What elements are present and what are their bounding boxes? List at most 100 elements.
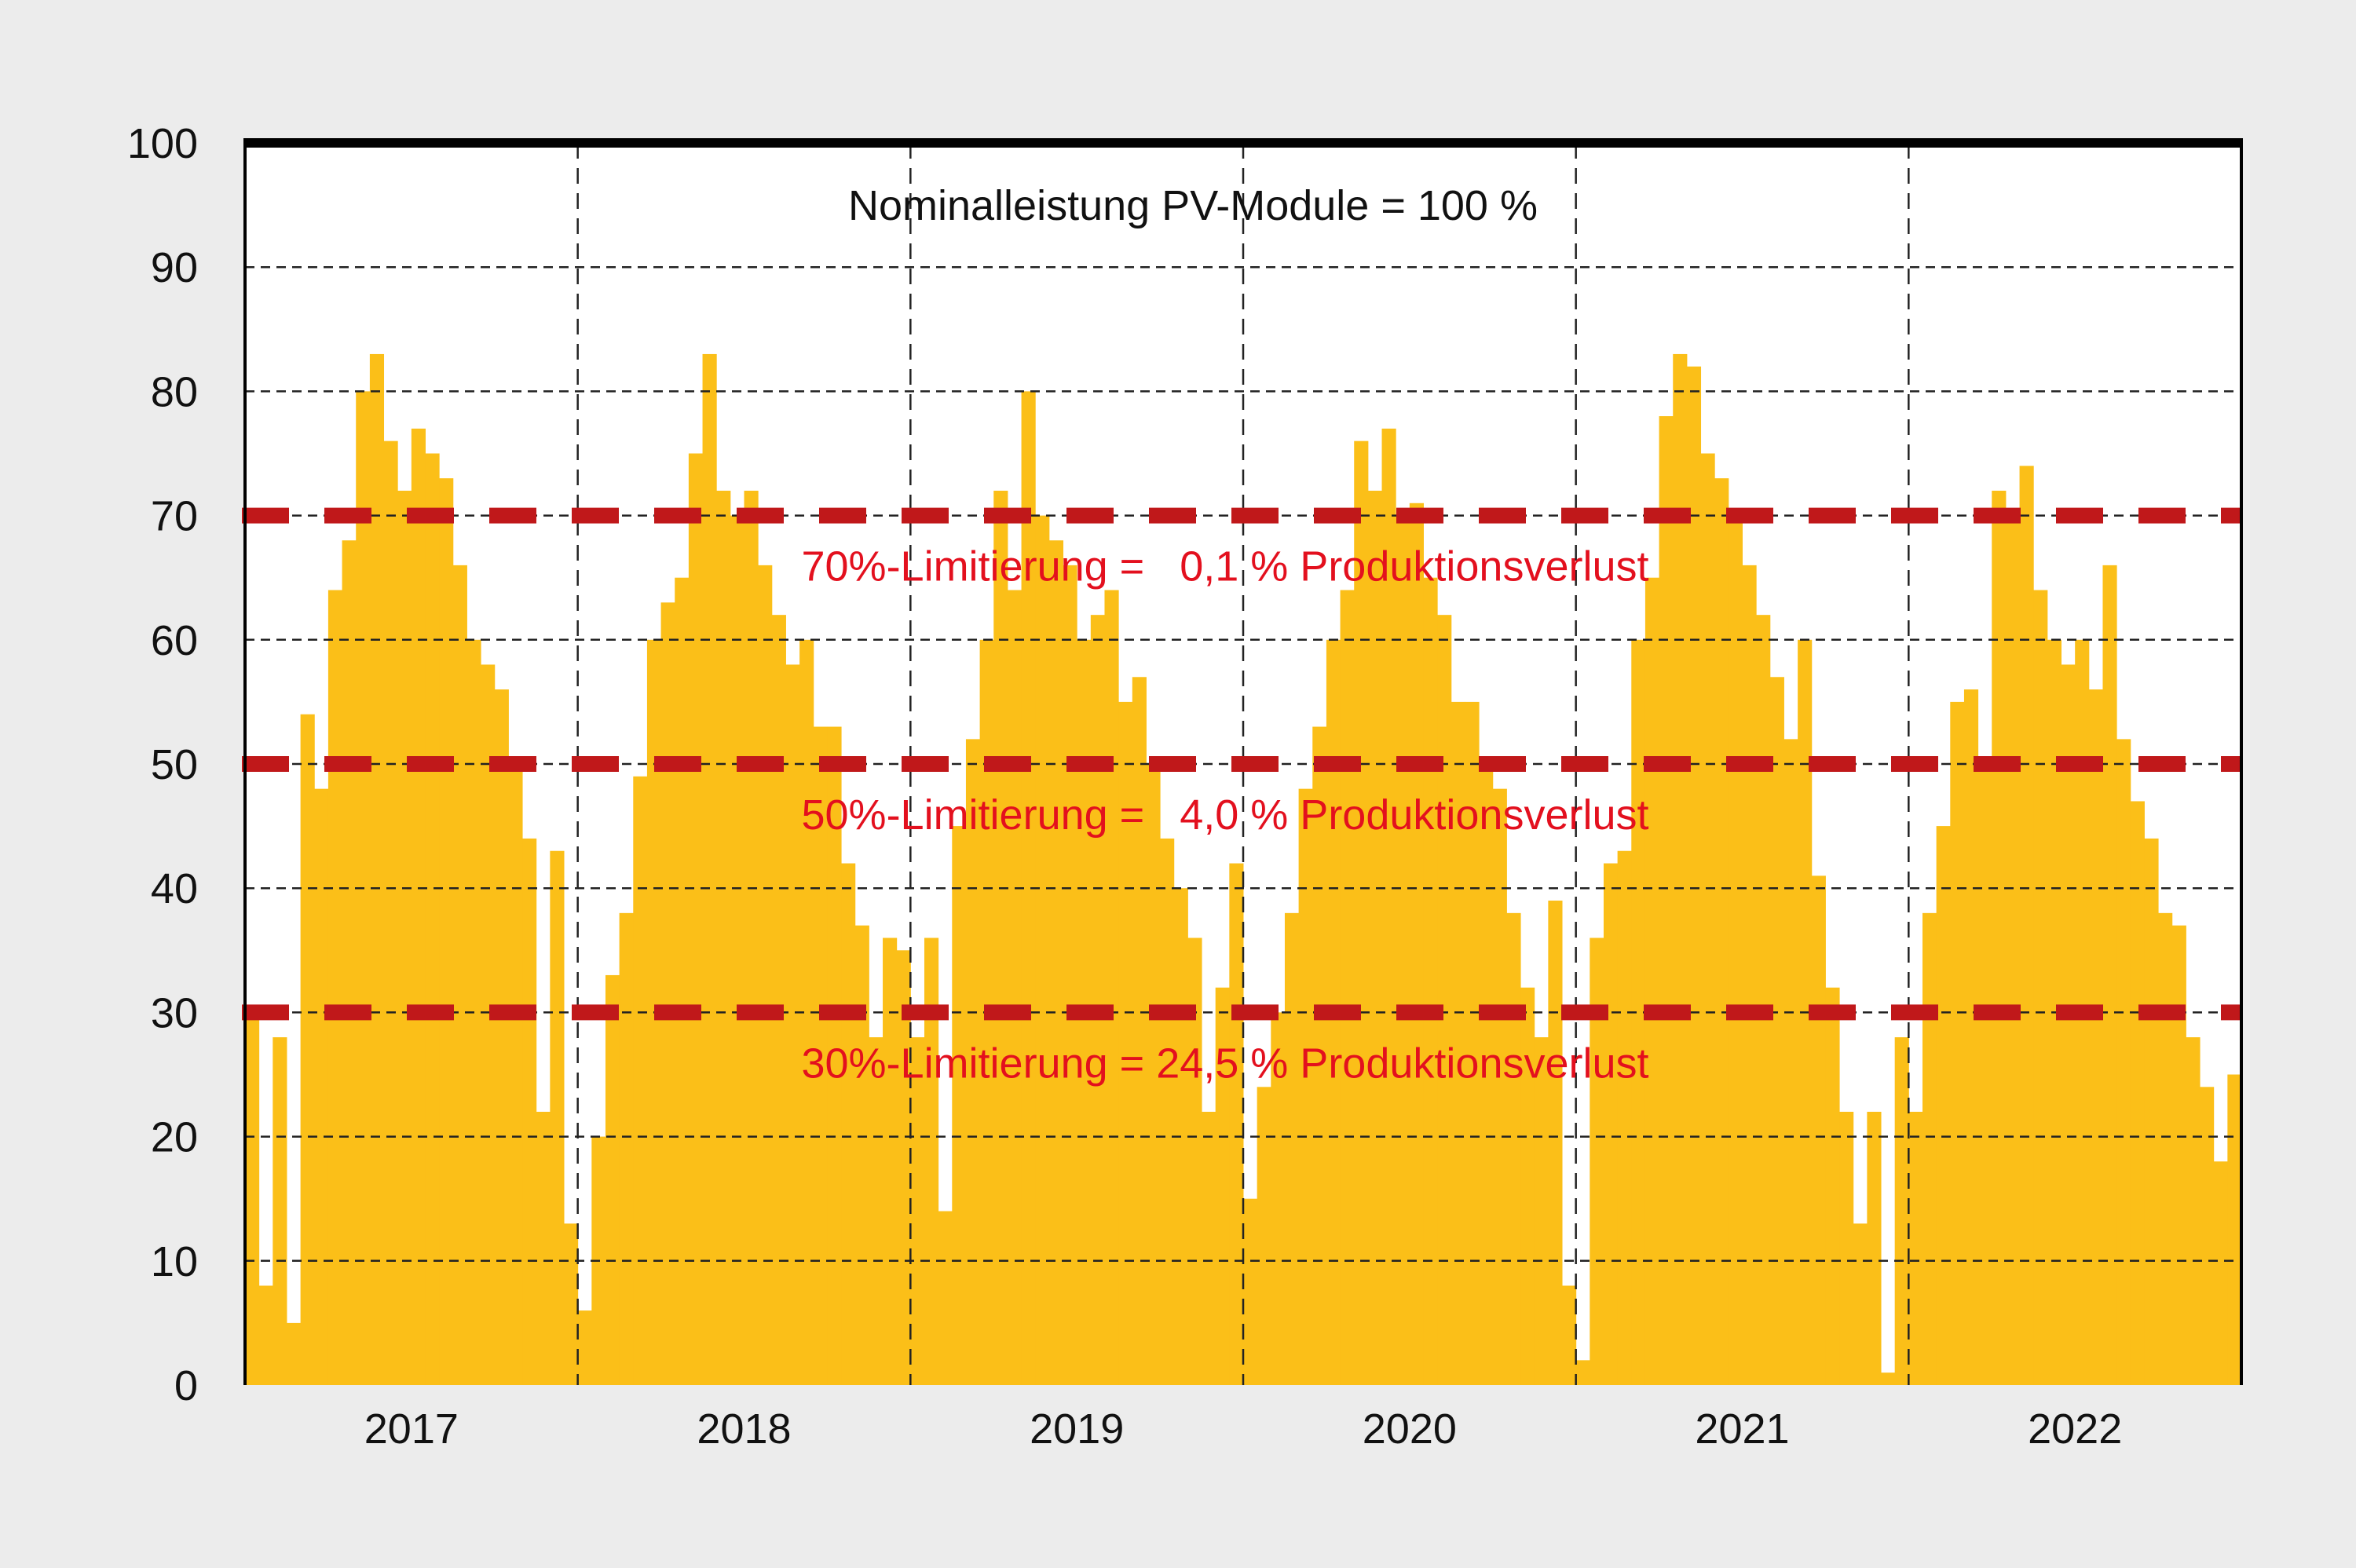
bar-2019-23 xyxy=(1215,987,1230,1385)
chart-title: Nominalleistung PV-Module = 100 % xyxy=(848,182,1538,229)
x-tick-label: 2022 xyxy=(2028,1405,2122,1453)
bar-2022-16 xyxy=(2116,739,2131,1385)
bar-2019-16 xyxy=(1118,701,1133,1385)
bar-2017-5 xyxy=(300,714,315,1385)
bar-2021-18 xyxy=(1811,875,1826,1385)
bar-2018-10 xyxy=(702,353,717,1386)
bar-2017-19 xyxy=(494,689,509,1385)
bar-2022-21 xyxy=(2186,1037,2201,1385)
bar-2018-22 xyxy=(869,1037,884,1385)
bar-2021-12 xyxy=(1728,515,1743,1385)
bar-2019-8 xyxy=(1007,590,1023,1385)
x-tick-label: 2020 xyxy=(1363,1405,1457,1453)
bar-2022-14 xyxy=(2088,689,2103,1385)
bar-2022-9 xyxy=(2019,466,2034,1385)
y-tick-label: 20 xyxy=(151,1114,198,1161)
bar-2021-23 xyxy=(1881,1372,1896,1385)
bar-2018-17 xyxy=(799,639,814,1385)
bar-2017-11 xyxy=(383,440,398,1386)
bar-2020-11 xyxy=(1381,428,1396,1385)
bar-2019-1 xyxy=(910,1037,925,1385)
limit-label-70: 70%-Limitierung = 0,1 % Produktionsverlu… xyxy=(801,543,1648,590)
bar-2019-12 xyxy=(1063,565,1077,1385)
bar-2018-23 xyxy=(883,938,898,1385)
bar-2021-4 xyxy=(1617,850,1632,1385)
bar-2021-24 xyxy=(1894,1037,1909,1385)
bar-2020-2 xyxy=(1257,1087,1271,1385)
bar-2018-18 xyxy=(813,726,828,1385)
bar-2020-8 xyxy=(1340,590,1355,1385)
bar-2020-3 xyxy=(1271,1012,1286,1385)
bar-2022-8 xyxy=(2005,515,2021,1385)
limit-label-30: 30%-Limitierung = 24,5 % Produktionsverl… xyxy=(801,1040,1648,1087)
bar-2022-18 xyxy=(2144,838,2159,1385)
bar-2018-7 xyxy=(660,602,675,1385)
bar-2021-1 xyxy=(1575,1360,1590,1385)
bar-2017-4 xyxy=(286,1322,302,1385)
bar-series xyxy=(245,353,2242,1386)
bar-2020-13 xyxy=(1409,503,1424,1385)
bar-2019-2 xyxy=(924,938,939,1385)
bar-2020-1 xyxy=(1243,1198,1258,1385)
bar-2020-4 xyxy=(1284,912,1300,1385)
bar-2020-9 xyxy=(1354,440,1369,1386)
bar-2020-16 xyxy=(1451,701,1465,1385)
y-tick-label: 30 xyxy=(151,989,198,1036)
bar-2017-12 xyxy=(397,490,412,1386)
bar-2021-16 xyxy=(1783,739,1798,1385)
bar-2017-2 xyxy=(258,1285,273,1385)
y-tick-label: 50 xyxy=(151,741,198,788)
bar-2022-23 xyxy=(2213,1161,2228,1385)
bar-2018-9 xyxy=(688,453,704,1385)
bar-2018-21 xyxy=(854,925,869,1385)
bar-2018-5 xyxy=(633,776,648,1385)
bar-2019-4 xyxy=(952,826,967,1385)
bar-2022-22 xyxy=(2200,1087,2215,1385)
bar-2018-20 xyxy=(841,863,856,1385)
bar-2019-7 xyxy=(993,490,1008,1386)
bar-2021-13 xyxy=(1742,565,1757,1385)
bar-2020-17 xyxy=(1465,701,1480,1385)
bar-2019-18 xyxy=(1146,764,1161,1385)
bar-2017-1 xyxy=(245,1012,260,1385)
bar-2017-21 xyxy=(522,838,537,1385)
bar-2020-21 xyxy=(1520,987,1535,1385)
bar-2018-15 xyxy=(771,615,786,1385)
bar-2019-19 xyxy=(1160,838,1175,1385)
bar-2022-20 xyxy=(2171,925,2186,1385)
bar-2020-18 xyxy=(1479,764,1494,1385)
y-tick-label: 100 xyxy=(127,120,198,167)
bar-2017-8 xyxy=(342,540,357,1385)
y-tick-label: 80 xyxy=(151,368,198,415)
bar-2017-6 xyxy=(314,788,329,1385)
bar-2017-22 xyxy=(536,1111,551,1385)
bar-2021-10 xyxy=(1700,453,1715,1385)
bar-2017-18 xyxy=(481,664,496,1385)
y-tick-label: 0 xyxy=(174,1362,198,1409)
bar-2018-8 xyxy=(675,577,690,1386)
bar-2021-9 xyxy=(1686,366,1702,1385)
bar-2019-5 xyxy=(965,739,981,1385)
bar-2018-24 xyxy=(896,950,911,1385)
bar-2021-6 xyxy=(1644,577,1660,1386)
bar-2021-2 xyxy=(1590,938,1604,1385)
bar-2018-3 xyxy=(605,974,620,1385)
bar-2020-22 xyxy=(1534,1037,1549,1385)
bar-2020-14 xyxy=(1423,577,1438,1386)
bar-2018-13 xyxy=(744,490,759,1386)
x-tick-label: 2017 xyxy=(364,1405,459,1453)
bar-2018-11 xyxy=(716,490,731,1386)
top-axis-bar xyxy=(243,138,2243,148)
bar-2018-4 xyxy=(619,912,634,1385)
bar-2020-5 xyxy=(1298,788,1313,1385)
bar-2022-4 xyxy=(1950,701,1965,1385)
bar-2020-20 xyxy=(1506,912,1521,1385)
bar-2018-1 xyxy=(577,1310,592,1385)
bar-2017-3 xyxy=(273,1037,287,1385)
y-tick-label: 90 xyxy=(151,244,198,291)
bar-2017-13 xyxy=(411,428,426,1385)
bar-2022-15 xyxy=(2102,565,2117,1385)
bar-2021-7 xyxy=(1659,416,1674,1385)
bar-2017-16 xyxy=(452,565,467,1385)
